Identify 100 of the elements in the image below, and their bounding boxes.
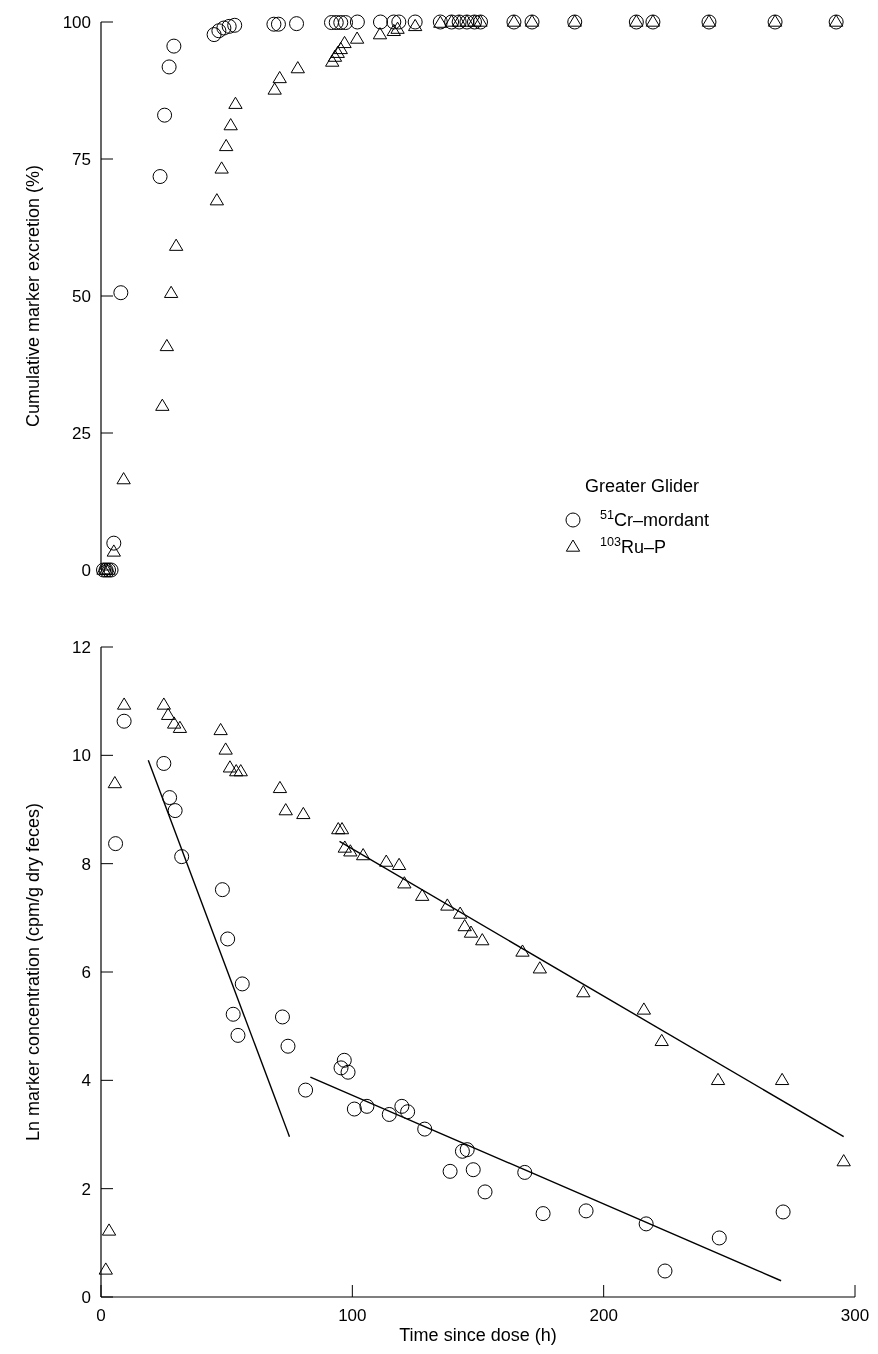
point (343, 844, 358, 857)
point (775, 1204, 791, 1220)
x-tick-label: 100 (338, 1306, 367, 1325)
point (274, 1009, 290, 1025)
point (101, 1223, 117, 1236)
point (636, 1002, 652, 1015)
point (330, 45, 345, 58)
point (106, 535, 122, 551)
point (233, 764, 248, 777)
y-tick-label: 25 (72, 423, 91, 443)
point (337, 840, 352, 853)
y-tick-label: 50 (72, 286, 91, 306)
point (228, 96, 243, 109)
point (349, 14, 365, 30)
point (162, 790, 178, 806)
point (328, 15, 344, 31)
point (270, 16, 286, 32)
point (638, 1216, 654, 1232)
point (280, 1038, 296, 1054)
point (155, 398, 170, 411)
point (440, 898, 455, 911)
point (415, 888, 430, 901)
point (272, 70, 287, 84)
point (390, 21, 405, 34)
point (325, 54, 340, 67)
point (229, 764, 244, 777)
point (289, 16, 305, 32)
y-axis-title: Ln marker concentration (cpm/g dry feces) (23, 802, 43, 1142)
point (372, 14, 388, 30)
point (209, 193, 225, 206)
point (457, 919, 472, 932)
point (336, 1052, 352, 1068)
point (218, 742, 233, 755)
point (206, 27, 222, 43)
point (337, 35, 352, 49)
point (290, 61, 305, 74)
point (386, 14, 402, 30)
y-tick-label: 0 (81, 560, 91, 580)
point (711, 1230, 727, 1246)
point (174, 849, 190, 865)
point (333, 1060, 349, 1076)
point (234, 976, 250, 992)
y-tick-label: 10 (72, 746, 91, 766)
point (298, 1082, 314, 1098)
point (774, 1072, 790, 1086)
point (459, 1142, 475, 1158)
point (152, 169, 168, 185)
legend-label: $^{51}$Cr–mordant (600, 508, 710, 530)
point (161, 59, 177, 75)
point (219, 138, 234, 152)
point (220, 931, 236, 947)
x-axis-title: Time since dose (h) (399, 1325, 557, 1345)
point (98, 1262, 113, 1275)
point (400, 1104, 416, 1120)
point (223, 118, 238, 131)
point (116, 713, 132, 729)
y-tick-label: 4 (81, 1071, 91, 1091)
point (517, 1164, 533, 1180)
point (654, 1033, 669, 1047)
point (108, 836, 124, 852)
point (454, 1143, 470, 1159)
point (477, 1184, 493, 1200)
y-tick-label: 8 (81, 854, 91, 874)
point (156, 755, 172, 771)
point (359, 1098, 375, 1114)
y-tick-label: 75 (72, 149, 91, 169)
x-tick-label: 300 (840, 1306, 870, 1325)
point (227, 17, 243, 33)
y-tick-label: 0 (81, 1287, 91, 1307)
point (160, 707, 176, 720)
point (657, 1263, 673, 1279)
point (222, 760, 238, 773)
point (515, 944, 530, 957)
x-tick-label: 200 (589, 1306, 618, 1325)
point (296, 806, 311, 820)
point (355, 848, 371, 861)
point (535, 1206, 551, 1222)
y-tick-label: 2 (81, 1179, 91, 1199)
point (166, 716, 182, 729)
point (267, 82, 282, 95)
point (266, 16, 282, 32)
point (333, 41, 348, 55)
point (163, 285, 179, 298)
point (334, 822, 350, 835)
y-tick-label: 6 (81, 962, 91, 982)
point (349, 31, 365, 44)
point (340, 1064, 356, 1080)
point (346, 1101, 362, 1117)
point (230, 1027, 246, 1043)
point (442, 1163, 458, 1179)
point (463, 925, 479, 938)
point (211, 23, 227, 39)
point (167, 803, 183, 819)
point (116, 472, 131, 485)
point (166, 38, 182, 54)
legend-title: Greater Glider (585, 476, 700, 496)
point (381, 1106, 397, 1122)
point (331, 822, 346, 835)
point (214, 161, 229, 174)
point (216, 20, 232, 36)
